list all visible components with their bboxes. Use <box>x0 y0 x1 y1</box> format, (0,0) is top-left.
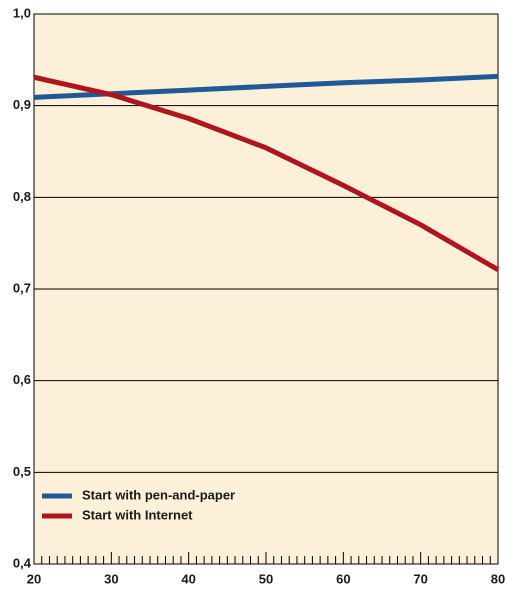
x-tick-label: 40 <box>181 571 195 586</box>
y-tick-label: 0,7 <box>13 280 31 295</box>
legend-label: Start with pen-and-paper <box>82 487 235 502</box>
x-tick-label: 80 <box>491 571 505 586</box>
line-series <box>33 74 500 272</box>
plot-frame <box>33 13 499 565</box>
y-tick-label: 0,4 <box>13 555 32 570</box>
y-tick-label: 1,0 <box>13 5 31 20</box>
x-tick-label: 20 <box>27 571 41 586</box>
y-tick-label: 0,8 <box>13 189 31 204</box>
x-tick-label: 70 <box>413 571 427 586</box>
x-tick-label: 60 <box>336 571 350 586</box>
y-tick-label: 0,9 <box>13 97 31 112</box>
y-tick-label: 0,5 <box>13 464 31 479</box>
x-tick-label: 50 <box>259 571 273 586</box>
y-tick-label: 0,6 <box>13 372 31 387</box>
x-tick-label: 30 <box>104 571 118 586</box>
legend-label: Start with Internet <box>82 507 193 522</box>
